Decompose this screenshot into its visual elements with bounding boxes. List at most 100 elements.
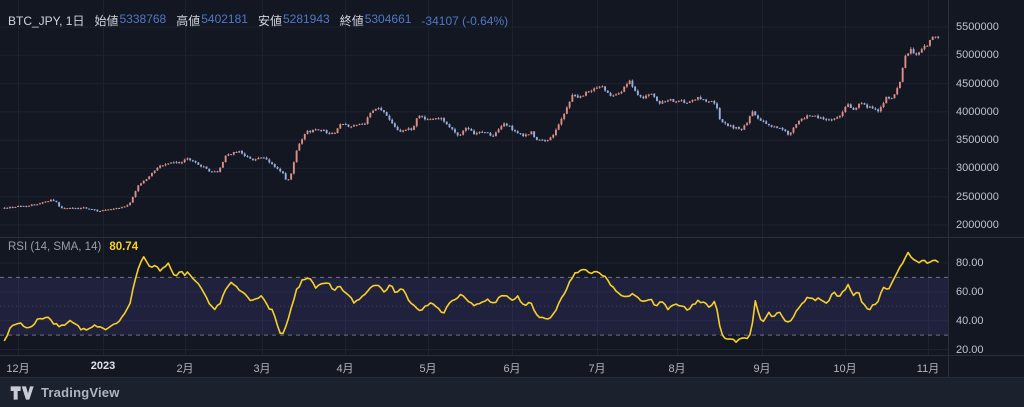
- candle-body: [159, 165, 162, 168]
- candle-body: [279, 168, 282, 172]
- candle-body: [9, 207, 11, 209]
- time-axis[interactable]: 12月 2023 2月 3月 4月 5月 6月 7月 8月 9月 10月 11月: [0, 355, 948, 377]
- candle-body: [131, 197, 134, 203]
- candle-body: [475, 132, 478, 135]
- time-axis-label: 3月: [253, 363, 271, 375]
- ohlc-open: 始値 5338768: [94, 12, 166, 29]
- candle-body: [178, 161, 181, 164]
- candle-body: [153, 170, 156, 174]
- candle-body: [107, 209, 110, 211]
- candle-body: [221, 162, 224, 168]
- candle-body: [505, 123, 508, 126]
- candle-body: [696, 97, 699, 100]
- time-axis-label: 10月: [833, 363, 857, 375]
- candle-body: [181, 162, 183, 164]
- candle-body: [544, 140, 546, 142]
- candle-body: [666, 100, 669, 102]
- candle-body: [893, 94, 896, 99]
- candle-body: [22, 205, 25, 207]
- candle-body: [11, 207, 14, 209]
- time-axis-label: 11月: [916, 363, 940, 375]
- candle-body: [451, 127, 454, 130]
- candle-body: [142, 180, 145, 184]
- candle-body: [150, 173, 153, 177]
- candle-body: [757, 115, 759, 119]
- candle-body: [66, 208, 69, 210]
- candle-body: [17, 206, 20, 208]
- symbol-legend[interactable]: BTC_JPY, 1日 始値 5338768 高値 5402181 安値 528194…: [8, 12, 508, 29]
- price-axis-label: 4500000: [956, 77, 999, 90]
- candle-body: [888, 96, 890, 99]
- candle-body: [514, 130, 516, 132]
- candle-body: [295, 150, 298, 163]
- candle-body: [634, 86, 637, 91]
- candle-body: [830, 119, 833, 121]
- time-axis-label: 5月: [419, 363, 437, 375]
- candle-body: [55, 200, 58, 203]
- candle-body: [727, 123, 729, 127]
- time-axis-label: 8月: [668, 363, 686, 375]
- candle-body: [82, 207, 85, 209]
- candle-body: [44, 201, 47, 203]
- candle-body: [844, 106, 847, 113]
- candle-body: [358, 124, 361, 126]
- candle-body: [265, 157, 268, 160]
- candle-body: [393, 123, 396, 127]
- candle-body: [276, 166, 279, 169]
- candle-body: [407, 128, 410, 131]
- candle-body: [677, 100, 680, 102]
- candle-body: [52, 199, 55, 201]
- time-axis-label: 4月: [336, 363, 354, 375]
- candle-body: [898, 81, 901, 89]
- candle-body: [759, 118, 762, 121]
- candle-body: [71, 207, 74, 209]
- candle-body: [557, 124, 560, 130]
- rsi-legend[interactable]: RSI (14, SMA, 14) 80.74: [8, 241, 138, 253]
- candle-body: [140, 183, 142, 186]
- candle-body: [918, 52, 920, 55]
- candle-body: [282, 171, 284, 174]
- candle-body: [421, 115, 424, 117]
- candle-body: [464, 128, 467, 131]
- candle-body: [598, 86, 601, 88]
- candle-body: [470, 129, 473, 131]
- candle-body: [822, 117, 825, 120]
- candle-body: [792, 127, 795, 133]
- candle-body: [563, 113, 566, 119]
- candle-body: [623, 86, 626, 92]
- candle-body: [355, 124, 358, 126]
- symbol-title[interactable]: BTC_JPY, 1日: [8, 14, 85, 28]
- candle-body: [838, 116, 841, 118]
- candle-body: [363, 123, 366, 125]
- candle-body: [478, 131, 481, 133]
- candle-body: [320, 130, 323, 132]
- candle-body: [60, 206, 63, 209]
- candle-body: [404, 130, 407, 132]
- candle-body: [232, 151, 235, 155]
- candle-body: [383, 110, 385, 113]
- candle-body: [402, 130, 405, 132]
- candle-body: [781, 127, 784, 130]
- candle-body: [123, 206, 126, 208]
- candle-body: [656, 96, 658, 101]
- candle-body: [473, 130, 476, 135]
- candle-body: [631, 80, 634, 87]
- candle-body: [530, 131, 533, 135]
- candle-body: [852, 108, 855, 110]
- candle-body: [533, 131, 536, 137]
- candle-body: [524, 134, 527, 137]
- candle-body: [200, 164, 203, 167]
- tradingview-logo[interactable]: TradingView: [10, 385, 120, 401]
- candle-body: [901, 67, 904, 82]
- candle-body: [541, 139, 544, 141]
- time-axis-label: 6月: [503, 363, 521, 375]
- candle-body: [312, 129, 314, 133]
- candle-body: [920, 49, 923, 53]
- candle-body: [664, 101, 667, 103]
- candle-body: [227, 154, 230, 156]
- candle-body: [658, 100, 661, 104]
- candle-body: [388, 115, 391, 120]
- candle-body: [814, 115, 817, 117]
- candle-body: [189, 158, 192, 161]
